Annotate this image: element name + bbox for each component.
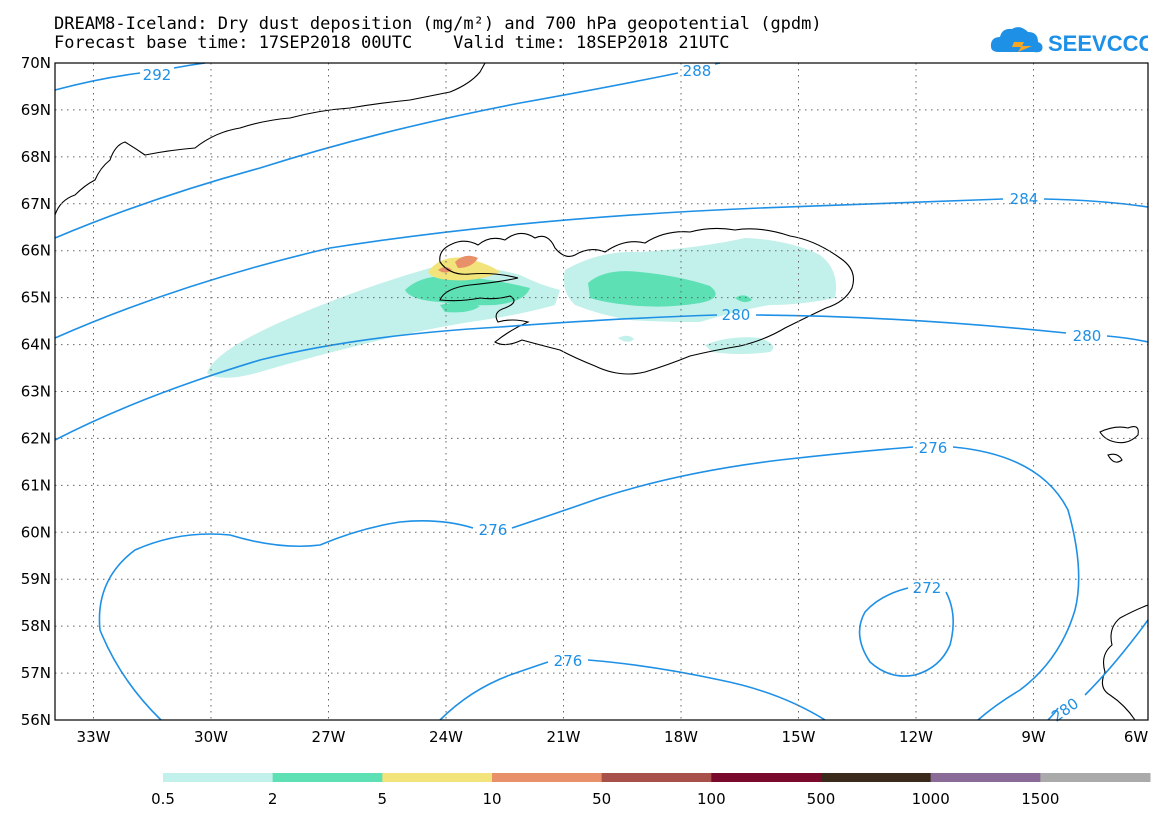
latitude-label: 59N	[21, 570, 51, 588]
legend-swatch	[492, 773, 603, 782]
contour-label-280-b: 280	[1073, 327, 1102, 345]
latitude-label: 64N	[21, 336, 51, 354]
latitude-label: 62N	[21, 429, 51, 447]
seevccc-logo: SEEVCCC	[990, 27, 1148, 56]
legend-label: 50	[592, 790, 611, 808]
legend-label: 500	[807, 790, 836, 808]
latitude-label: 66N	[21, 242, 51, 260]
contour-label-276-c: 276	[554, 652, 583, 670]
latitude-label: 70N	[21, 54, 51, 72]
logo-text: SEEVCCC	[1048, 31, 1148, 56]
graticule	[55, 63, 1148, 720]
longitude-label: 21W	[547, 728, 581, 746]
legend-swatch	[711, 773, 822, 782]
latitude-label: 69N	[21, 101, 51, 119]
legend-swatch	[272, 773, 383, 782]
cloud-logo-icon	[990, 27, 1043, 53]
dust-deposition-field	[207, 238, 836, 378]
longitude-label: 12W	[899, 728, 933, 746]
latitude-label: 67N	[21, 195, 51, 213]
latitude-label: 58N	[21, 617, 51, 635]
longitude-label: 33W	[77, 728, 111, 746]
legend-label: 100	[697, 790, 726, 808]
geopotential-contours	[54, 62, 1149, 721]
legend-swatch	[930, 773, 1041, 782]
contour-276-b	[439, 659, 826, 721]
longitude-label: 9W	[1021, 728, 1046, 746]
map-title: DREAM8-Iceland: Dry dust deposition (mg/…	[54, 14, 822, 34]
legend-swatch	[601, 773, 712, 782]
legend-label: 5	[378, 790, 388, 808]
legend-label: 1000	[912, 790, 950, 808]
scotland-islands	[1099, 426, 1139, 463]
longitude-labels: 33W 30W 27W 24W 21W 18W 15W 12W 9W 6W	[77, 728, 1149, 746]
legend-label: 0.5	[151, 790, 175, 808]
latitude-label: 63N	[21, 383, 51, 401]
iceland-coastline	[439, 227, 855, 375]
legend-swatch	[382, 773, 493, 782]
longitude-label: 30W	[194, 728, 228, 746]
legend-label: 10	[482, 790, 501, 808]
dust-east2-mid	[735, 295, 752, 303]
dust-south2-light	[618, 335, 634, 342]
latitude-labels: 70N 69N 68N 67N 66N 65N 64N 63N 62N 61N 60N 59N 58N 5…	[21, 54, 51, 729]
latitude-label: 56N	[21, 711, 51, 729]
map-subtitle: Forecast base time: 17SEP2018 00UTC Vali…	[54, 33, 730, 53]
coastlines	[54, 62, 1149, 721]
contour-272	[858, 587, 954, 677]
latitude-label: 65N	[21, 289, 51, 307]
contour-284	[54, 198, 1149, 339]
contour-label-276-a: 276	[479, 521, 508, 539]
dust-west2-mid	[440, 302, 480, 313]
longitude-label: 15W	[782, 728, 816, 746]
scotland-coastline	[1101, 604, 1149, 721]
greenland-coastline	[54, 62, 486, 216]
contour-label-292: 292	[143, 66, 172, 84]
dust-peak-orange2	[438, 267, 452, 273]
longitude-label: 6W	[1124, 728, 1149, 746]
dust-peak-yellow	[428, 257, 500, 281]
legend-label: 2	[268, 790, 278, 808]
longitude-label: 24W	[429, 728, 463, 746]
contour-276-a	[98, 446, 1080, 721]
longitude-label: 18W	[664, 728, 698, 746]
legend-swatch	[1040, 773, 1151, 782]
legend-swatch	[163, 773, 274, 782]
contour-label-280-a: 280	[722, 306, 751, 324]
latitude-label: 61N	[21, 476, 51, 494]
dust-peak-orange	[455, 255, 478, 268]
latitude-label: 60N	[21, 523, 51, 541]
legend-swatch	[821, 773, 932, 782]
contour-280-b	[1047, 619, 1149, 721]
latitude-label: 68N	[21, 148, 51, 166]
longitude-label: 27W	[312, 728, 346, 746]
latitude-label: 57N	[21, 664, 51, 682]
contour-label-272: 272	[913, 579, 942, 597]
contour-label-284: 284	[1010, 190, 1039, 208]
contour-label-276-b: 276	[919, 439, 948, 457]
contour-280-a	[54, 314, 1149, 441]
legend-label: 1500	[1021, 790, 1059, 808]
map-frame	[54, 62, 1149, 721]
contour-label-288: 288	[683, 62, 712, 80]
